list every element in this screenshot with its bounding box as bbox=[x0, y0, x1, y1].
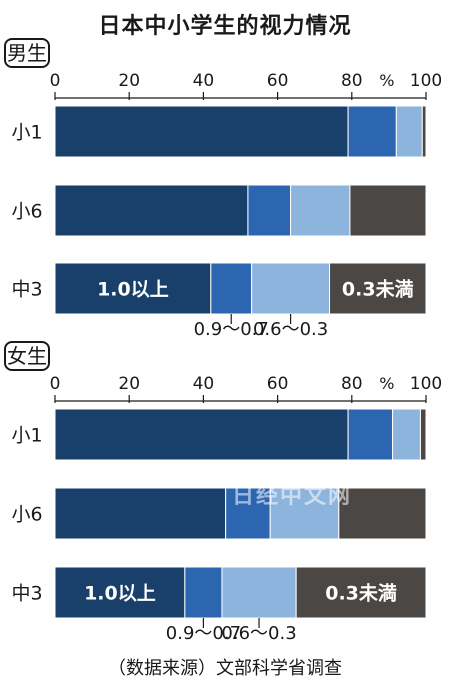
boys-tick-label-3: 60 bbox=[267, 71, 289, 91]
girls-bar-2-seg-2 bbox=[221, 566, 297, 619]
girls-inline-label-0: 1.0以上 bbox=[84, 583, 156, 605]
girls-category-label-2: 中3 bbox=[11, 583, 42, 605]
girls-bar-1-seg-2 bbox=[269, 487, 340, 540]
girls-callout-label-1: 0.6～0.3 bbox=[221, 623, 296, 644]
boys-inline-label-0: 1.0以上 bbox=[97, 279, 169, 301]
boys-bar-2-seg-0 bbox=[54, 262, 212, 315]
boys-inline-label-1: 0.3未満 bbox=[342, 278, 414, 301]
girls-bar-0-seg-2 bbox=[392, 408, 421, 461]
girls-bar-2-seg-1 bbox=[184, 566, 223, 619]
page-title: 日本中小学生的视力情况 bbox=[98, 14, 352, 39]
watermark-text: 日经中文网 bbox=[232, 484, 353, 509]
boys-bar-0-seg-3 bbox=[421, 105, 427, 158]
girls-tick-label-4: 80 bbox=[341, 374, 363, 394]
girls-category-label-0: 小1 bbox=[11, 425, 42, 447]
boys-bar-2-seg-3 bbox=[329, 262, 427, 315]
boys-tick-label-4: 80 bbox=[341, 71, 363, 91]
boys-tick-label-0: 0 bbox=[50, 71, 61, 91]
girls-bar-0-seg-0 bbox=[54, 408, 349, 461]
girls-tick-label-0: 0 bbox=[50, 374, 61, 394]
boys-tick-label-5: 100 bbox=[410, 71, 442, 91]
boys-bar-1-seg-0 bbox=[54, 184, 249, 237]
girls-tick-label-2: 40 bbox=[193, 374, 215, 394]
girls-bar-2-seg-0 bbox=[54, 566, 186, 619]
boys-bar-1-seg-3 bbox=[349, 184, 427, 237]
group-badge-boys: 男生 bbox=[4, 38, 50, 68]
boys-bar-1-seg-2 bbox=[290, 184, 351, 237]
boys-category-label-1: 小6 bbox=[11, 201, 42, 223]
source-note: （数据来源）文部科学省调查 bbox=[108, 658, 342, 679]
girls-bar-1-seg-1 bbox=[225, 487, 271, 540]
girls-tick-label-3: 60 bbox=[267, 374, 289, 394]
boys-category-label-2: 中3 bbox=[11, 279, 42, 301]
chart-boys: 0 20 40 60 80 100% 小1 小6 中3 1.0以上 0.3未満 0.9～0.70.6～… bbox=[11, 71, 442, 340]
boys-callout-label-0: 0.9～0.7 bbox=[194, 319, 269, 340]
boys-bar-0-seg-2 bbox=[395, 105, 423, 158]
girls-tick-label-5: 100 bbox=[410, 374, 442, 394]
boys-bar-2-seg-1 bbox=[210, 262, 253, 315]
girls-tick-label-1: 20 bbox=[118, 374, 140, 394]
girls-unit-label: % bbox=[379, 374, 394, 393]
boys-bar-2-seg-2 bbox=[251, 262, 331, 315]
boys-callout-label-1: 0.6～0.3 bbox=[253, 319, 328, 340]
boys-tick-label-2: 40 bbox=[193, 71, 215, 91]
group-badge-girls: 女生 bbox=[4, 341, 50, 371]
girls-bar-0-seg-3 bbox=[419, 408, 427, 461]
boys-bar-0-seg-1 bbox=[347, 105, 397, 158]
girls-bar-0-seg-1 bbox=[347, 408, 394, 461]
girls-bar-1-seg-3 bbox=[338, 487, 427, 540]
chart-girls: 0 20 40 60 80 100% 小1 小6 中3 1.0以上 0.3未満 0.9～0.70.6～… bbox=[11, 374, 442, 644]
girls-category-label-1: 小6 bbox=[11, 504, 42, 526]
boys-bar-1-seg-1 bbox=[247, 184, 292, 237]
girls-bar-2-seg-3 bbox=[295, 566, 427, 619]
boys-category-label-0: 小1 bbox=[11, 122, 42, 144]
girls-inline-label-1: 0.3未満 bbox=[325, 582, 397, 605]
girls-bar-1-seg-0 bbox=[54, 487, 227, 540]
boys-unit-label: % bbox=[379, 71, 394, 90]
boys-bar-0-seg-0 bbox=[54, 105, 349, 158]
boys-tick-label-1: 20 bbox=[118, 71, 140, 91]
girls-callout-label-0: 0.9～0.7 bbox=[166, 623, 241, 644]
